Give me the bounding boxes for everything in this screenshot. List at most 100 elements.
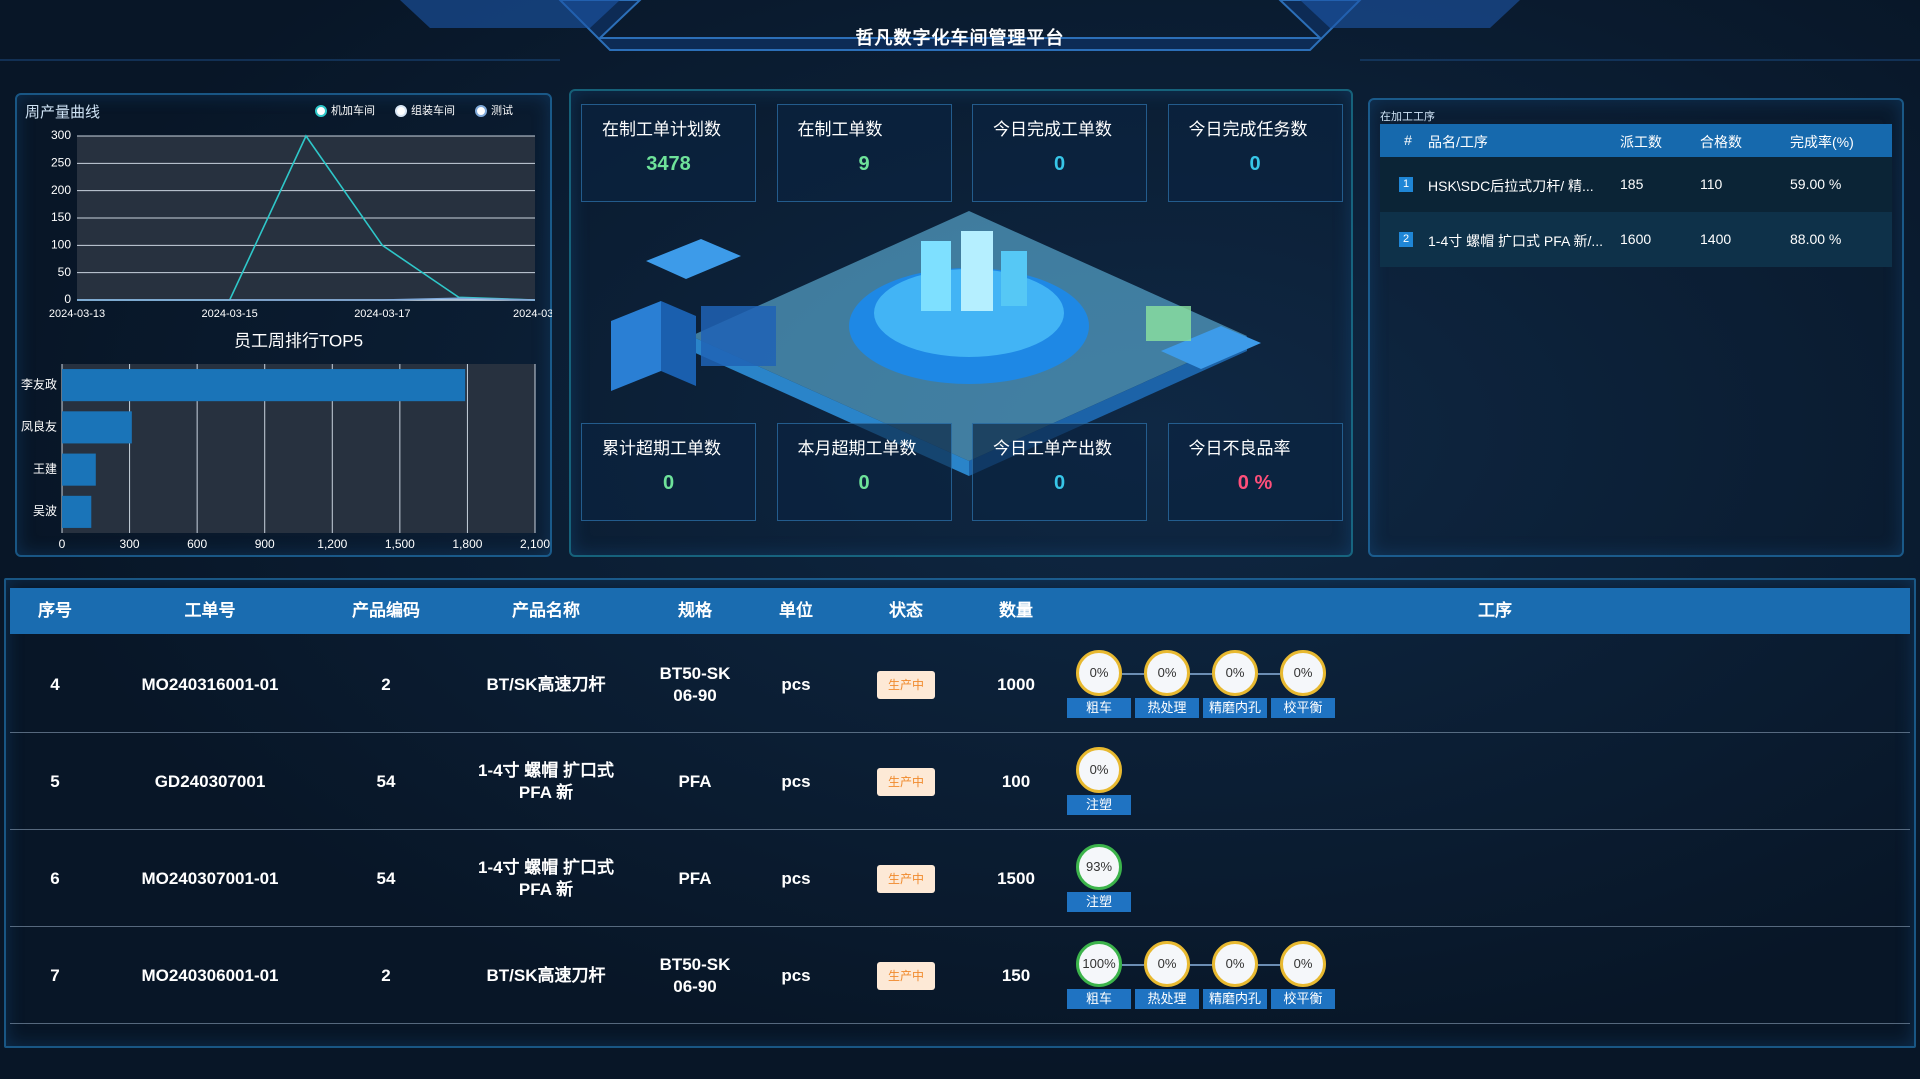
connector — [1190, 672, 1212, 675]
stat-value: 3478 — [646, 153, 691, 175]
process-name: 精磨内孔 — [1203, 697, 1267, 718]
desk — [1161, 326, 1261, 369]
progress-circle: 0% — [1076, 746, 1122, 793]
cell: 88.00 % — [1790, 231, 1842, 247]
process-name: 注塑 — [1067, 794, 1131, 815]
x-tick-label: 1,200 — [317, 537, 347, 551]
progress-circle: 0% — [1280, 649, 1326, 696]
header-cell: 派工数 — [1620, 134, 1662, 150]
x-tick-label: 2024-03-17 — [354, 308, 410, 320]
y-tick-label: 150 — [51, 210, 71, 224]
server — [611, 301, 661, 391]
cell: pcs — [781, 868, 811, 888]
progress-circle: 0% — [1212, 649, 1258, 696]
row-divider — [10, 732, 1910, 733]
bar — [62, 369, 466, 402]
cell: 6 — [50, 868, 60, 888]
y-tick-label: 凤良友 — [21, 419, 57, 434]
header-cell: # — [1404, 132, 1412, 148]
header-wing — [1300, 0, 1520, 28]
stat-value: 9 — [858, 153, 870, 175]
progress-circle: 93% — [1076, 843, 1122, 890]
page-title: 哲凡数字化车间管理平台 — [855, 28, 1065, 48]
x-tick-label: 2024-03-15 — [202, 308, 258, 320]
header-cell: 合格数 — [1700, 134, 1742, 150]
progress-circle: 0% — [1144, 940, 1190, 987]
connector — [1122, 963, 1144, 966]
cell: 2 — [381, 965, 391, 985]
cell: 2 — [381, 674, 391, 694]
status-badge: 生产中 — [877, 767, 935, 796]
desk — [646, 239, 741, 279]
progress-circle: 0% — [1212, 940, 1258, 987]
header-cell: 产品名称 — [512, 601, 580, 620]
cell: 1-4寸 螺帽 扩口式 PFA 新 — [477, 857, 615, 899]
cell: 1400 — [1700, 231, 1732, 247]
cell: 7 — [50, 965, 60, 985]
bar — [62, 495, 92, 528]
legend-marker — [315, 105, 327, 117]
cell: BT/SK高速刀杆 — [486, 965, 606, 985]
stat-cards: 在制工单计划数 3478 在制工单数 9 今日完成工单数 0 今日完成任务数 0 累计超期工单数… — [571, 91, 1351, 555]
cell: MO240306001-01 — [141, 965, 279, 985]
left-panel: 周产量曲线 0 50 100 150 200 250 300 2024-03-13 2024-03… — [15, 93, 552, 557]
connector — [1122, 672, 1144, 675]
legend-marker — [395, 105, 407, 117]
stat-label: 今日完成工单数 — [993, 120, 1112, 139]
header-wing — [400, 0, 620, 28]
table-header: 序号 工单号 产品编码 产品名称 规格 单位 状态 数量 工序 — [10, 588, 1910, 634]
x-tick-label: 1,500 — [385, 537, 415, 551]
connector — [1190, 963, 1212, 966]
order-table-panel: 序号 工单号 产品编码 产品名称 规格 单位 状态 数量 工序 4 MO240316001-01 2 B… — [4, 578, 1916, 1048]
stat-label: 在制工单数 — [797, 120, 883, 139]
connector — [1258, 672, 1280, 675]
bar — [62, 453, 96, 486]
x-tick-label: 2,100 — [520, 537, 550, 551]
cell: 5 — [50, 771, 60, 791]
process-name: 精磨内孔 — [1203, 988, 1267, 1009]
stat-value: 0 % — [1237, 472, 1273, 494]
y-tick-label: 50 — [58, 265, 72, 279]
cell: PFA — [678, 868, 712, 888]
stat-card: 今日工单产出数 0 — [972, 423, 1147, 521]
x-tick-label: 0 — [59, 537, 66, 551]
process-name: 注塑 — [1067, 891, 1131, 912]
status-badge: 生产中 — [877, 864, 935, 893]
cell: 185 — [1620, 176, 1644, 192]
stat-value: 0 — [1053, 472, 1066, 494]
screen — [1146, 306, 1191, 341]
stat-value: 0 — [858, 472, 870, 494]
row-divider — [10, 926, 1910, 927]
stat-value: 0 — [662, 472, 675, 494]
cell: BT50-SK 06-90 — [659, 663, 731, 705]
header-cell: 数量 — [999, 601, 1033, 620]
center-panel: 在制工单计划数 3478 在制工单数 9 今日完成工单数 0 今日完成任务数 0 累计超期工单数… — [569, 89, 1353, 557]
cell: BT50-SK 06-90 — [659, 954, 731, 996]
y-tick-label: 300 — [51, 128, 71, 142]
stat-value: 0 — [1249, 153, 1261, 175]
legend-label: 测试 — [491, 104, 513, 117]
cell: 1000 — [997, 674, 1035, 694]
progress-circle: 0% — [1144, 649, 1190, 696]
legend-marker — [475, 105, 487, 117]
y-tick-label: 李友政 — [21, 376, 57, 391]
right-panel: 在加工工序 # 品名/工序 派工数 合格数 完成率(%) 1 HSK\SDC后拉式刀杆/ 精… — [1368, 98, 1904, 557]
cell: PFA — [678, 771, 712, 791]
cell: HSK\SDC后拉式刀杆/ 精... — [1428, 178, 1594, 194]
stat-card: 今日完成工单数 0 — [972, 104, 1147, 202]
cell: 100 — [1001, 771, 1031, 791]
status-badge: 生产中 — [877, 961, 935, 990]
tower — [921, 241, 951, 311]
header-cell: 状态 — [889, 601, 923, 620]
tower — [961, 231, 993, 311]
header-cell: 品名/工序 — [1428, 134, 1488, 150]
cell: pcs — [781, 771, 811, 791]
stat-label: 累计超期工单数 — [602, 439, 721, 458]
header-cell: 序号 — [38, 601, 72, 620]
header-cell: 产品编码 — [352, 601, 420, 620]
table-row: 2 1-4寸 螺帽 扩口式 PFA 新/... 1600 1400 88.00 % — [1380, 212, 1892, 267]
cell: MO240316001-01 — [141, 674, 279, 694]
header-cell: 单位 — [779, 601, 813, 620]
series-line — [77, 297, 536, 301]
